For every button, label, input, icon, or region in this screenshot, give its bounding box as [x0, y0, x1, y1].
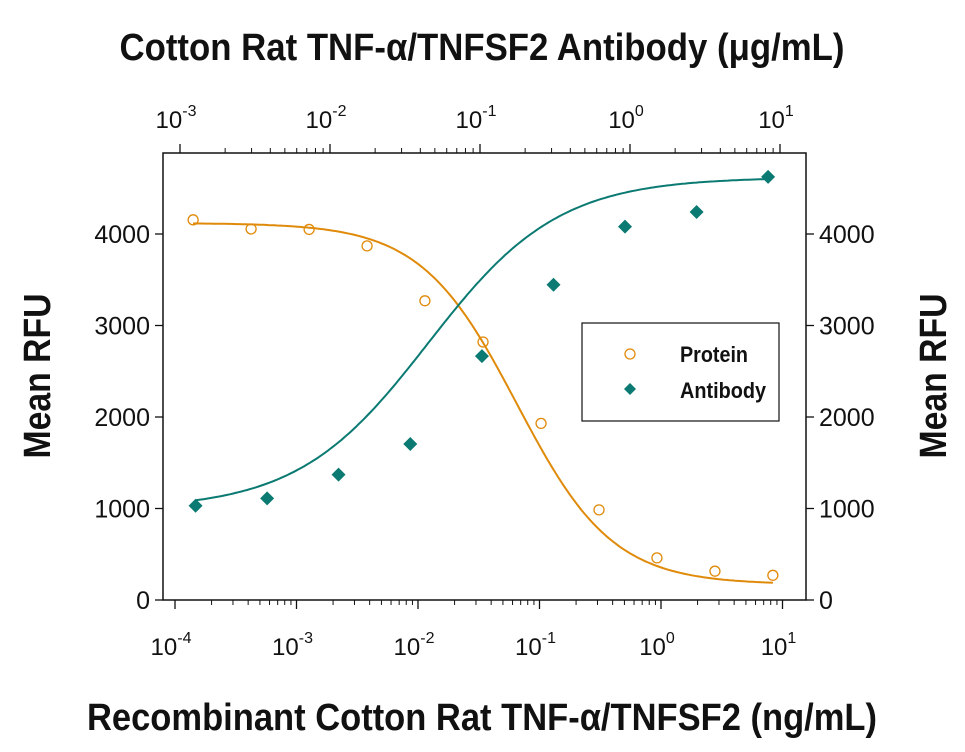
legend: Protein Antibody [581, 322, 780, 422]
top-tick-label: 100 [608, 103, 644, 134]
right-y-tick-label: 2000 [819, 404, 875, 432]
antibody-data-point [689, 205, 704, 220]
left-y-tick-label: 1000 [94, 496, 150, 524]
left-y-tick-label: 3000 [94, 313, 150, 341]
protein-data-point [535, 417, 547, 430]
protein-fit-curve [193, 222, 773, 584]
antibody-data-point [188, 498, 203, 513]
protein-data-point [709, 565, 721, 577]
top-tick-label: 101 [758, 103, 794, 134]
protein-data-point [245, 223, 257, 235]
right-y-tick-label: 0 [819, 587, 833, 615]
left-y-tick-label: 2000 [94, 404, 150, 432]
legend-label-antibody: Antibody [680, 378, 767, 403]
legend-box [581, 322, 780, 422]
protein-data-point [361, 240, 373, 252]
antibody-data-point [617, 219, 632, 234]
protein-data-point [187, 214, 199, 226]
protein-data-point [593, 504, 605, 516]
antibody-data-point [331, 467, 346, 482]
protein-data-point [651, 552, 663, 564]
right-y-tick-label: 4000 [819, 221, 875, 249]
bottom-tick-label: 10-3 [272, 630, 313, 661]
antibody-data-point [761, 169, 776, 184]
legend-label-protein: Protein [680, 342, 748, 367]
protein-data-point [767, 569, 779, 581]
antibody-fit-curve [195, 178, 769, 502]
left-axis-title: Mean RFU [17, 294, 59, 459]
top-tick-label: 10-2 [306, 103, 347, 134]
protein-data-point [419, 295, 431, 307]
plot-frame [162, 152, 807, 601]
right-y-tick-label: 3000 [819, 313, 875, 341]
protein-data-point [303, 223, 315, 236]
bottom-tick-label: 100 [639, 630, 675, 661]
right-y-tick-label: 1000 [819, 496, 875, 524]
bottom-axis-title: Recombinant Cotton Rat TNF-α/TNFSF2 (ng/… [87, 697, 877, 739]
left-y-tick-label: 4000 [94, 221, 150, 249]
top-tick-label: 10-1 [456, 103, 497, 134]
bottom-tick-label: 101 [761, 630, 797, 661]
antibody-data-point [403, 436, 418, 451]
antibody-data-point [260, 491, 275, 506]
antibody-data-point [546, 277, 561, 292]
bottom-tick-label: 10-2 [394, 630, 435, 661]
bottom-tick-label: 10-1 [515, 630, 556, 661]
top-axis-title: Cotton Rat TNF-α/TNFSF2 Antibody (μg/mL) [120, 27, 845, 69]
right-axis-title: Mean RFU [913, 294, 955, 459]
antibody-data-point [474, 349, 489, 364]
protein-data-point [477, 336, 489, 348]
left-y-tick-label: 0 [136, 587, 150, 615]
legend-marker-protein [624, 348, 636, 360]
bottom-tick-label: 10-4 [151, 630, 192, 661]
legend-marker-antibody [624, 383, 636, 395]
top-tick-label: 10-3 [156, 103, 197, 134]
